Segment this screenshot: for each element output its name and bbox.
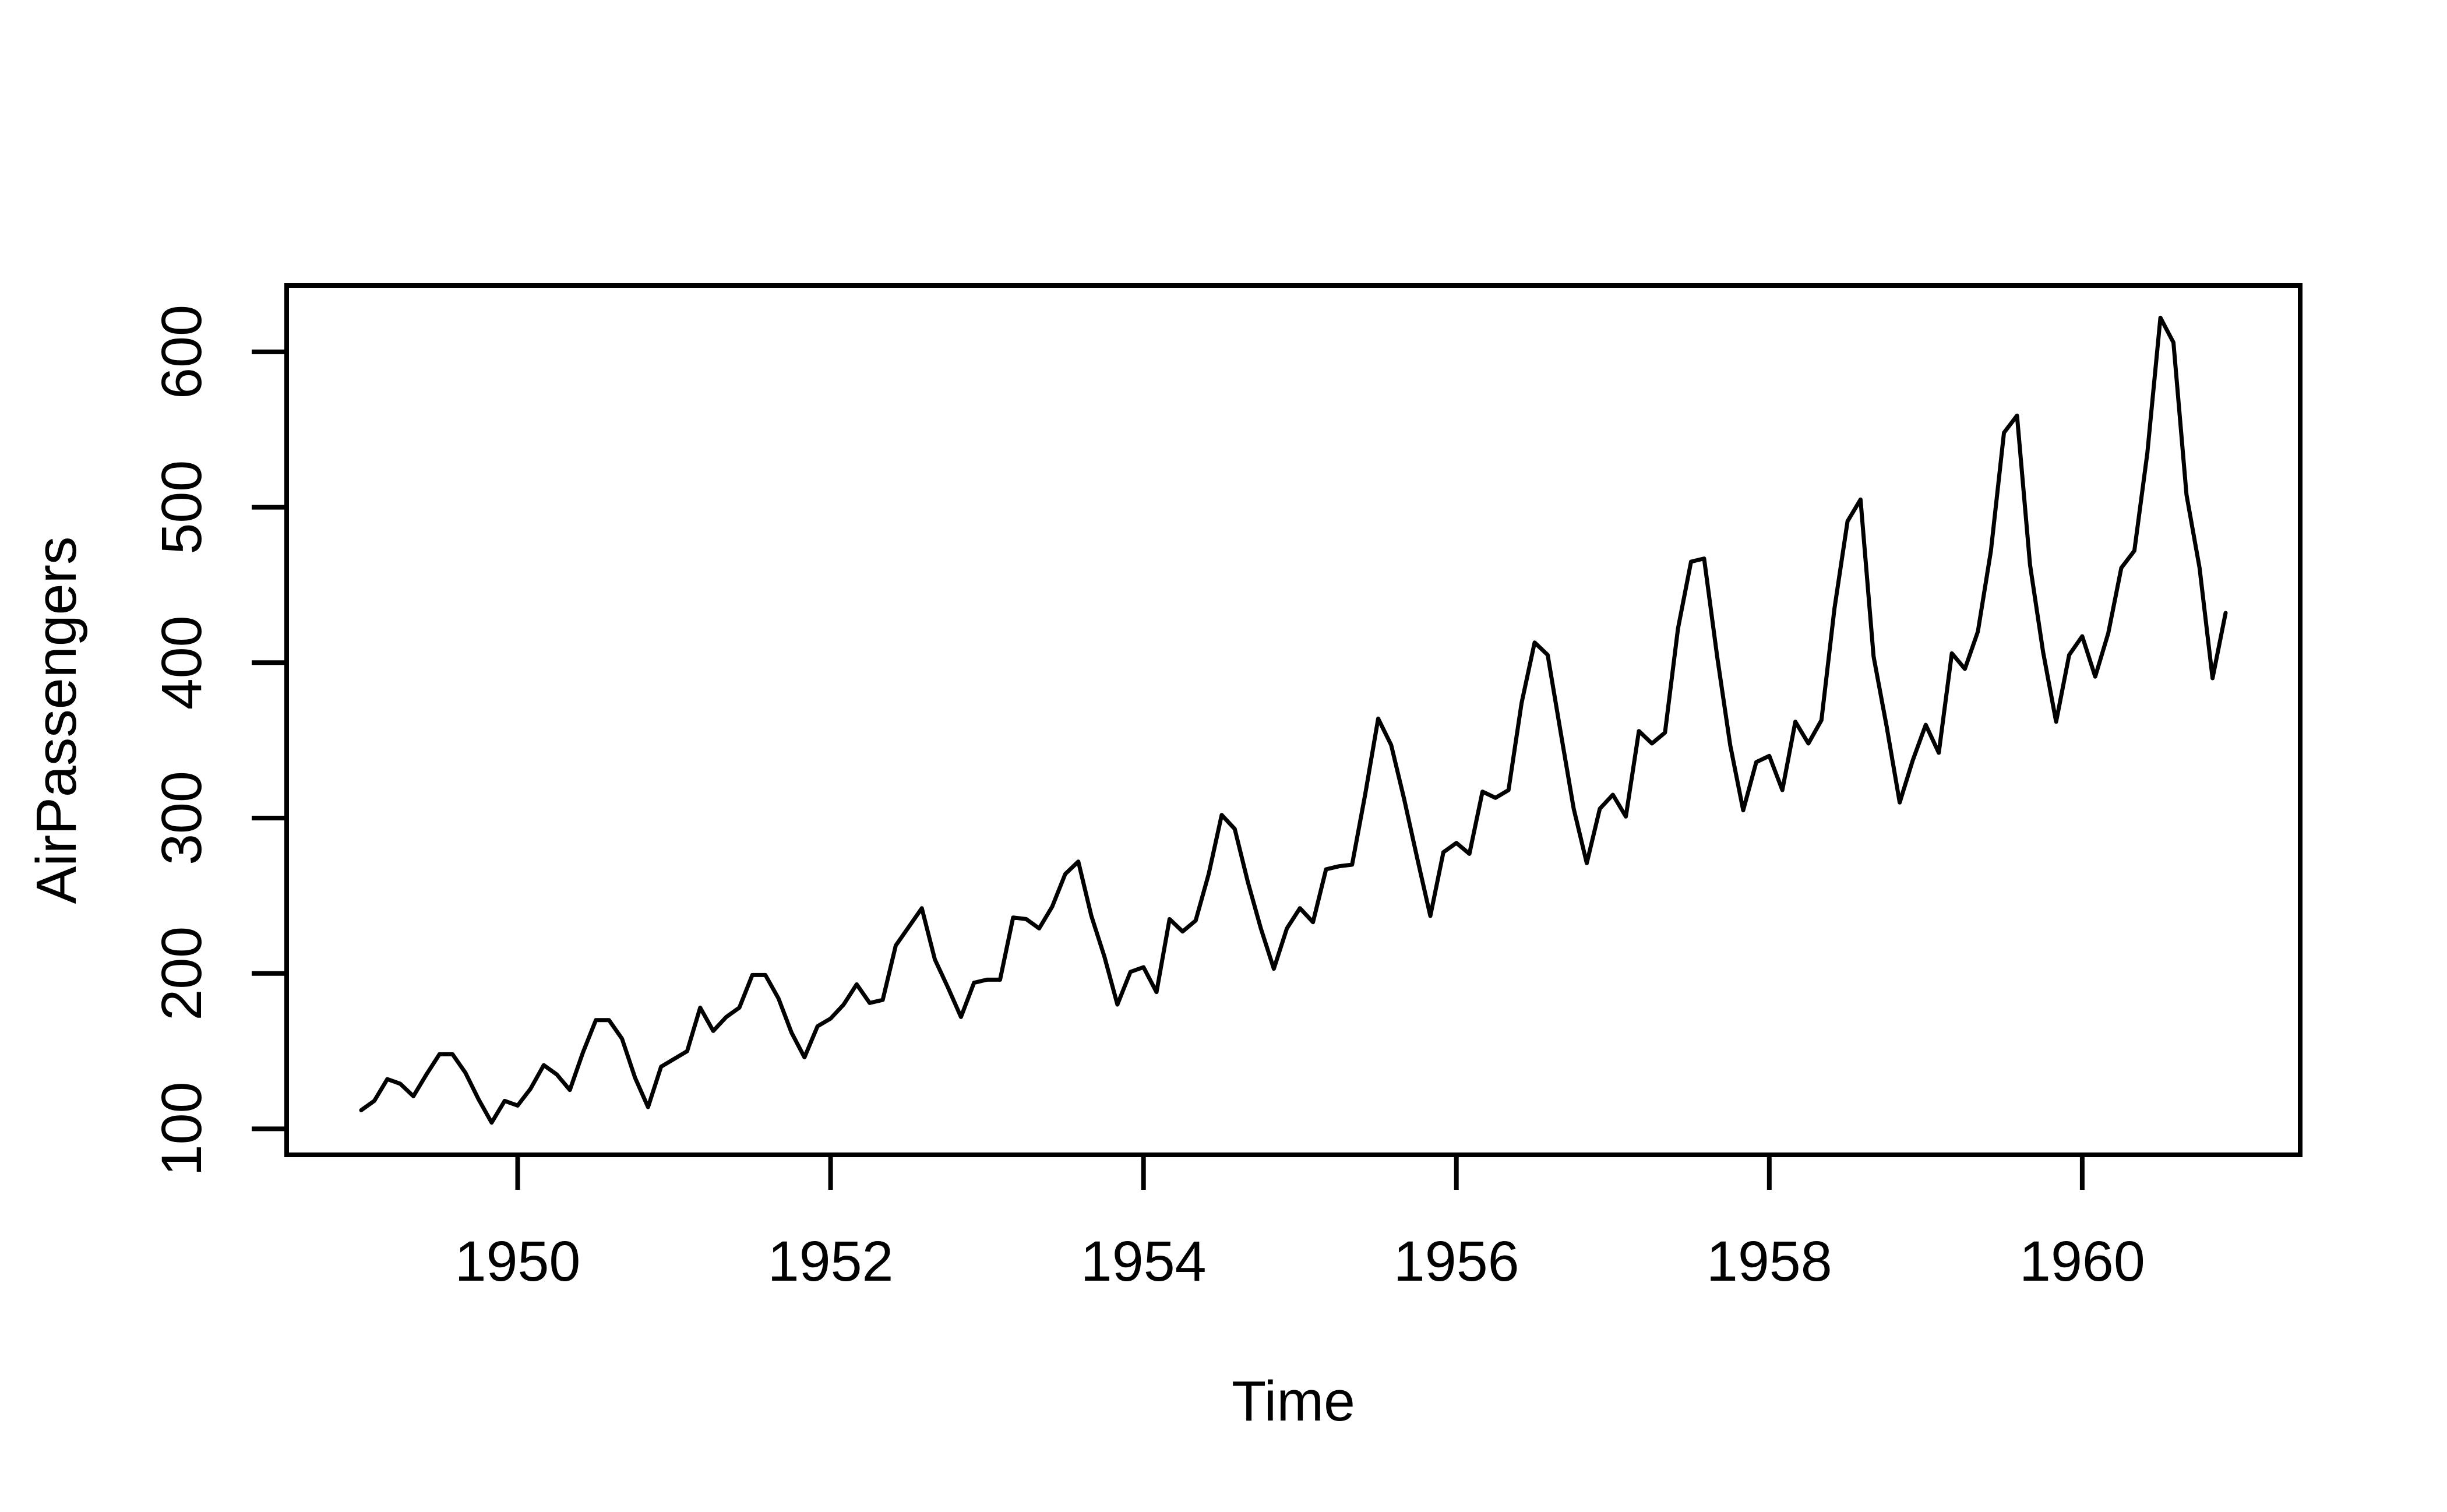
y-tick-label: 500	[150, 460, 213, 555]
y-tick-label: 400	[150, 615, 213, 710]
x-tick-label: 1956	[1394, 1229, 1519, 1293]
x-tick-label: 1960	[2019, 1229, 2145, 1293]
y-tick-label: 600	[150, 305, 213, 399]
y-axis-label: AirPassengers	[24, 537, 88, 904]
plot-area: 1950 1952 1954 1956 1958 1960 100 200 300 400 500 6…	[150, 283, 2303, 1293]
y-tick-label: 100	[150, 1081, 213, 1176]
y-tick-label: 200	[150, 926, 213, 1021]
x-tick-label: 1952	[768, 1229, 894, 1293]
x-tick-label: 1954	[1081, 1229, 1207, 1293]
y-tick-label: 300	[150, 771, 213, 865]
x-tick-label: 1950	[455, 1229, 581, 1293]
plot-frame	[284, 283, 2303, 1157]
x-axis-label: Time	[1232, 1369, 1355, 1433]
x-tick-label: 1958	[1706, 1229, 1832, 1293]
series-line	[359, 315, 2228, 1125]
